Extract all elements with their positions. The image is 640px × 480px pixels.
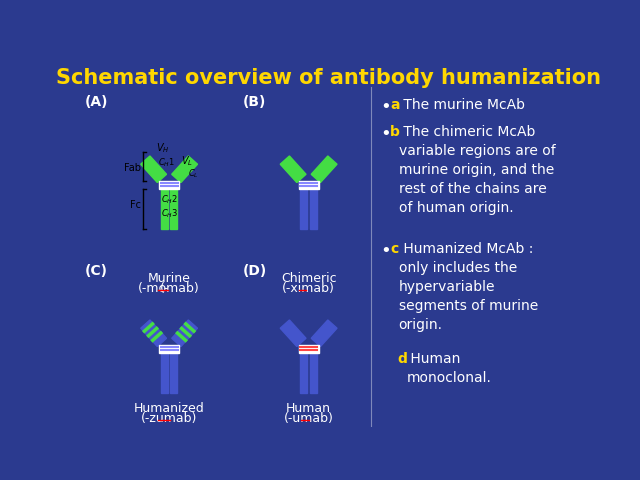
Text: Fab: Fab xyxy=(124,163,141,173)
Bar xyxy=(298,181,319,189)
Text: $V_H$: $V_H$ xyxy=(156,142,170,156)
Text: •: • xyxy=(381,97,392,116)
Text: •: • xyxy=(381,125,392,144)
Text: (-ximab): (-ximab) xyxy=(282,282,335,295)
Bar xyxy=(280,320,306,347)
Text: (-umab): (-umab) xyxy=(284,412,333,425)
Text: The murine McAb: The murine McAb xyxy=(399,97,525,112)
Bar xyxy=(170,189,177,228)
Bar xyxy=(141,320,166,347)
Bar xyxy=(311,320,337,347)
Text: (B): (B) xyxy=(243,95,266,108)
Text: (C): (C) xyxy=(84,264,108,278)
Text: Human: Human xyxy=(286,402,331,415)
Text: Humanized McAb :
only includes the
hypervariable
segments of murine
origin.: Humanized McAb : only includes the hyper… xyxy=(399,242,538,332)
Text: (-: (- xyxy=(160,282,169,295)
Bar xyxy=(301,189,307,228)
Bar xyxy=(280,156,306,182)
Bar xyxy=(141,156,166,182)
Bar xyxy=(161,189,168,228)
Text: (-momab): (-momab) xyxy=(138,282,200,295)
Text: Chimeric: Chimeric xyxy=(281,272,337,285)
Bar xyxy=(298,345,319,352)
Bar xyxy=(310,352,317,393)
Bar xyxy=(311,156,337,182)
Text: Murine: Murine xyxy=(148,272,191,285)
Text: (-zumab): (-zumab) xyxy=(141,412,197,425)
Text: $C_H2$: $C_H2$ xyxy=(161,194,178,206)
Text: Schematic overview of antibody humanization: Schematic overview of antibody humanizat… xyxy=(56,68,600,88)
Text: (A): (A) xyxy=(84,95,108,108)
Bar xyxy=(159,181,179,189)
Bar xyxy=(159,345,179,352)
Bar xyxy=(170,352,177,393)
Text: a: a xyxy=(390,97,399,112)
Text: $V_L$: $V_L$ xyxy=(181,155,193,168)
Bar xyxy=(172,156,198,182)
Text: Humanized: Humanized xyxy=(134,402,205,415)
Text: c: c xyxy=(390,242,398,256)
Bar xyxy=(310,189,317,228)
Text: $C_H3$: $C_H3$ xyxy=(161,208,178,220)
Text: b: b xyxy=(390,125,400,139)
Bar xyxy=(161,352,168,393)
Text: Human
monoclonal.: Human monoclonal. xyxy=(406,352,491,384)
Text: d: d xyxy=(397,352,408,366)
Text: The chimeric McAb
variable regions are of
murine origin, and the
rest of the cha: The chimeric McAb variable regions are o… xyxy=(399,125,556,215)
Bar xyxy=(301,352,307,393)
Text: •: • xyxy=(381,242,392,260)
Text: $C_H1$: $C_H1$ xyxy=(157,156,175,168)
Bar xyxy=(172,320,198,347)
Text: (D): (D) xyxy=(243,264,267,278)
Text: $C_L$: $C_L$ xyxy=(188,168,198,180)
Text: Fc: Fc xyxy=(130,201,141,210)
